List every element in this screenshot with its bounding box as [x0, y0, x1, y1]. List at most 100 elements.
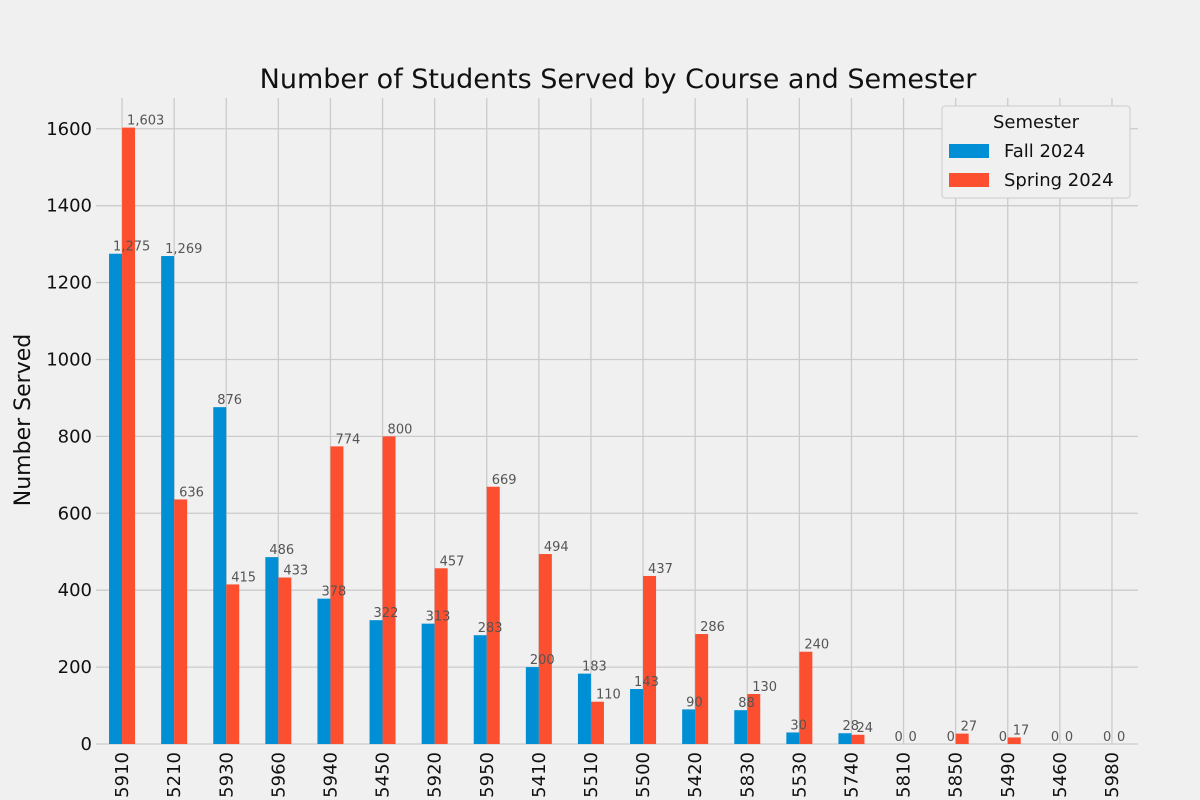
- x-tick-label: 5940: [320, 752, 341, 798]
- bar-fall-5950: [473, 635, 487, 744]
- x-tick-label: 5910: [112, 752, 133, 798]
- bar-spring-5910: [122, 127, 136, 744]
- bar-spring-5960: [278, 577, 292, 744]
- bar-fall-5410: [525, 667, 539, 744]
- bar-spring-5950: [486, 486, 500, 744]
- data-label: 669: [492, 473, 517, 488]
- x-tick-label: 5490: [998, 752, 1019, 798]
- x-tick-label: 5420: [685, 752, 706, 798]
- data-label: 313: [426, 610, 451, 625]
- y-tick-label: 400: [58, 580, 92, 601]
- data-label: 286: [700, 620, 725, 635]
- data-label: 0: [1051, 730, 1059, 745]
- data-label: 90: [686, 695, 703, 710]
- bar-spring-5740: [851, 734, 865, 744]
- x-tick-label: 5810: [894, 752, 915, 798]
- data-label: 0: [1103, 730, 1111, 745]
- data-label: 0: [1065, 730, 1073, 745]
- data-label: 378: [321, 585, 346, 600]
- x-tick-label: 5850: [946, 752, 967, 798]
- y-axis-ticks: 0 200 400 600 800 1000 1200 1400 1600: [46, 119, 92, 755]
- data-label: 876: [217, 393, 242, 408]
- bar-spring-5450: [382, 436, 396, 744]
- y-tick-label: 1000: [46, 349, 92, 370]
- y-axis-label: Number Served: [11, 334, 36, 506]
- x-tick-label: 5980: [1102, 752, 1123, 798]
- y-tick-label: 1400: [46, 196, 92, 217]
- data-label: 240: [804, 638, 829, 653]
- bar-fall-5500: [630, 689, 644, 744]
- data-label: 200: [530, 653, 555, 668]
- bar-spring-5210: [174, 499, 188, 744]
- x-tick-label: 5460: [1050, 752, 1071, 798]
- y-tick-label: 0: [81, 734, 92, 755]
- data-label: 0: [1117, 730, 1125, 745]
- legend-entry-label: Spring 2024: [1004, 170, 1114, 191]
- data-label: 433: [283, 564, 308, 579]
- legend-title: Semester: [993, 112, 1080, 133]
- data-label: 1,269: [165, 242, 202, 257]
- legend-swatch: [949, 144, 989, 158]
- y-tick-label: 200: [58, 657, 92, 678]
- bar-fall-5920: [421, 623, 435, 744]
- data-label: 24: [856, 721, 873, 736]
- x-tick-label: 5740: [841, 752, 862, 798]
- data-label: 27: [961, 720, 978, 735]
- data-label: 283: [478, 621, 503, 636]
- chart-title: Number of Students Served by Course and …: [260, 64, 978, 95]
- bar-fall-5740: [838, 733, 852, 744]
- y-tick-label: 800: [58, 426, 92, 447]
- x-tick-label: 5410: [529, 752, 550, 798]
- bar-fall-5510: [577, 673, 591, 744]
- data-labels-layer: 1,275 1,603 1,269 636 876 415 486 433 378 774 322 8…: [113, 114, 1125, 745]
- data-label: 28: [842, 719, 859, 734]
- x-axis-ticks: 5910 5210 5930 5960 5940 5450 5920 5950 5410 5510…: [112, 752, 1123, 798]
- bar-fall-5450: [369, 620, 383, 744]
- x-tick-label: 5830: [737, 752, 758, 798]
- x-tick-label: 5210: [164, 752, 185, 798]
- data-label: 494: [544, 540, 569, 555]
- data-label: 30: [790, 718, 807, 733]
- x-tick-label: 5530: [789, 752, 810, 798]
- data-label: 0: [909, 730, 917, 745]
- bar-fall-5930: [213, 407, 227, 744]
- bar-spring-5490: [1007, 737, 1021, 744]
- y-tick-label: 1600: [46, 119, 92, 140]
- bar-fall-5940: [317, 598, 331, 744]
- data-label: 486: [269, 543, 294, 558]
- y-tick-label: 600: [58, 503, 92, 524]
- data-label: 800: [388, 422, 413, 437]
- bar-fall-5830: [734, 710, 748, 744]
- x-tick-label: 5920: [425, 752, 446, 798]
- data-label: 0: [999, 730, 1007, 745]
- data-label: 130: [752, 680, 777, 695]
- x-tick-label: 5950: [477, 752, 498, 798]
- bar-spring-5920: [434, 568, 448, 744]
- legend-entry-label: Fall 2024: [1004, 141, 1085, 162]
- data-label: 322: [374, 606, 399, 621]
- bar-spring-5930: [226, 584, 240, 744]
- x-tick-label: 5500: [633, 752, 654, 798]
- bar-fall-5530: [786, 732, 800, 744]
- data-label: 0: [947, 730, 955, 745]
- legend-items: Fall 2024 Spring 2024: [949, 141, 1114, 191]
- bar-spring-5530: [799, 651, 813, 744]
- data-label: 17: [1013, 723, 1030, 738]
- data-label: 774: [335, 432, 360, 447]
- x-tick-label: 5450: [373, 752, 394, 798]
- data-label: 110: [596, 688, 621, 703]
- bar-spring-5410: [538, 554, 552, 744]
- data-label: 88: [738, 696, 755, 711]
- bar-fall-5210: [161, 256, 175, 744]
- data-label: 457: [440, 554, 465, 569]
- data-label: 1,603: [127, 114, 164, 129]
- bar-fall-5420: [682, 709, 696, 744]
- x-tick-label: 5930: [216, 752, 237, 798]
- bar-spring-5940: [330, 446, 344, 744]
- data-label: 415: [231, 570, 256, 585]
- y-tick-label: 1200: [46, 273, 92, 294]
- bar-spring-5510: [590, 701, 604, 744]
- data-label: 143: [634, 675, 659, 690]
